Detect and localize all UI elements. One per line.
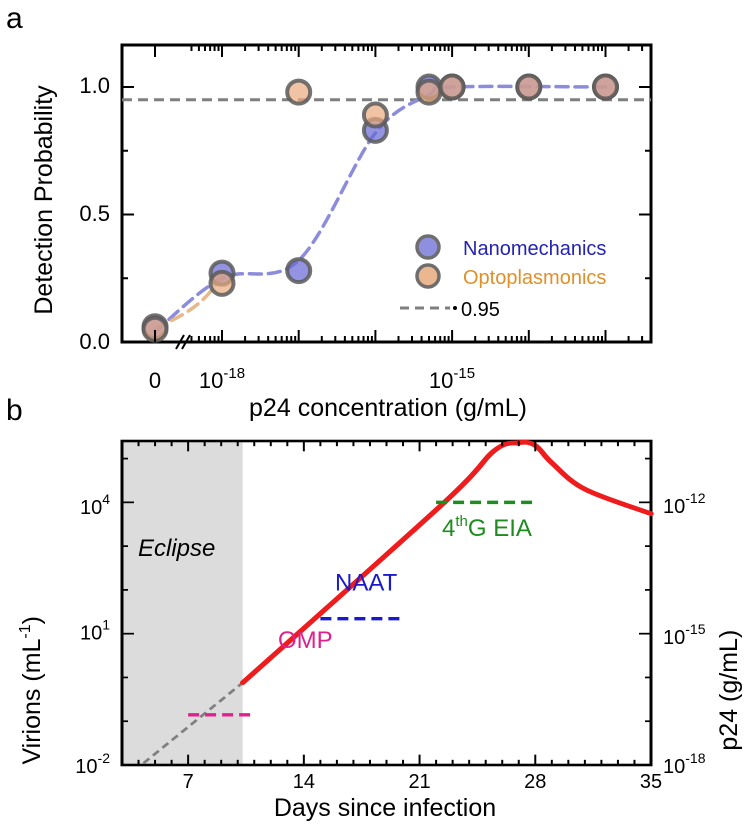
data-point-optoplasmonics-3 [361, 101, 389, 129]
b-left-tick-label-1e1: 101 [80, 617, 110, 645]
legend-label-nanomechanics: Nanomechanics [463, 238, 606, 260]
b-right-1e-18-exp: -18 [685, 750, 705, 766]
panel-a-legend: Nanomechanics Optoplasmonics 0.95 [400, 234, 606, 321]
panel-b-x-tick-labels: 7 14 21 28 35 [183, 771, 663, 793]
test-eia-label: 4thG EIA [442, 513, 532, 542]
legend-marker-nanomechanics [415, 234, 441, 260]
panel-b: Eclipse OMP NAAT 4thG EIA 10-2 101 104 1… [17, 439, 743, 778]
panel-a-y-ticks [122, 86, 651, 343]
b-left-tick-label-1e4: 104 [80, 491, 110, 519]
a-xtick-1e-18-base: 10 [199, 368, 223, 393]
a-xtick-1e-18-exp: -18 [223, 365, 245, 382]
data-point-optoplasmonics-6 [515, 73, 543, 101]
b-xtick-label-7: 7 [183, 771, 194, 793]
b-xtick-label-14: 14 [293, 771, 315, 793]
b-left-ylabel-end: ) [18, 616, 46, 624]
test-eia-label-sup: th [455, 513, 468, 530]
legend-label-threshold: 0.95 [461, 299, 500, 321]
b-left-tick-label-1e-2: 10-2 [75, 750, 110, 778]
test-omp-label: OMP [278, 627, 333, 654]
panel-b-left-y-axis-label: Virions (mL-1) [17, 616, 46, 765]
legend-threshold-dot [453, 306, 457, 310]
viral-load-dashed-line [142, 681, 244, 765]
a-axis-break [181, 334, 191, 350]
data-point-nanomechanics-2 [285, 257, 313, 285]
a-xtick-label-zero: 0 [149, 368, 161, 393]
test-eia-label-text: G EIA [468, 515, 532, 542]
panel-label-a: a [6, 2, 23, 35]
data-point-optoplasmonics-1 [208, 269, 236, 297]
data-point-optoplasmonics-7 [592, 73, 619, 101]
panel-b-right-tick-labels: 10-18 10-15 10-12 [663, 490, 706, 778]
panel-label-b: b [6, 394, 23, 427]
test-eia-label-num: 4 [442, 515, 455, 542]
legend-marker-optoplasmonics [415, 263, 441, 289]
b-left-1e1-base: 10 [80, 623, 102, 645]
b-left-1e-2-base: 10 [75, 756, 97, 778]
a-xtick-1e-15-exp: -15 [453, 365, 475, 382]
b-left-1e4-exp: 4 [102, 491, 110, 507]
b-left-1e-2-exp: -2 [98, 750, 111, 766]
a-xtick-label-1e-18: 10-18 [199, 365, 245, 393]
eclipse-label: Eclipse [138, 535, 215, 562]
panel-b-left-tick-labels: 10-2 101 104 [75, 491, 110, 778]
panel-a-x-tick-labels: 0 10-18 10-15 [149, 365, 475, 393]
panel-b-right-y-axis-label: p24 (g/mL) [715, 630, 743, 751]
b-right-1e-12-exp: -12 [685, 490, 705, 506]
panel-b-y-ticks [122, 457, 651, 766]
panel-a: 0 10-18 10-15 0.0 0.5 1.0 p24 concentrat… [30, 43, 653, 422]
panel-a-data-points [141, 73, 619, 343]
data-point-optoplasmonics-5 [438, 73, 466, 101]
b-right-1e-15-exp: -15 [685, 621, 705, 637]
b-right-1e-12-base: 10 [663, 496, 685, 518]
panel-a-x-axis-label: p24 concentration (g/mL) [249, 394, 527, 422]
a-ytick-label-0: 0.0 [79, 329, 110, 354]
b-xtick-label-21: 21 [408, 771, 430, 793]
panel-a-x-ticks [154, 45, 644, 350]
panel-a-frame [120, 43, 653, 344]
a-ytick-label-1: 1.0 [79, 73, 110, 98]
a-xtick-1e-15-base: 10 [429, 368, 453, 393]
a-ytick-label-0.5: 0.5 [79, 201, 110, 226]
panel-b-x-axis-label: Days since infection [274, 794, 496, 822]
b-right-tick-label-1e-12: 10-12 [663, 490, 706, 518]
data-point-optoplasmonics-2 [285, 78, 313, 106]
b-xtick-label-35: 35 [640, 771, 662, 793]
eclipse-region [122, 440, 243, 765]
b-left-ylabel-sup: -1 [17, 624, 34, 638]
b-left-1e4-base: 10 [80, 497, 102, 519]
b-right-tick-label-1e-15: 10-15 [663, 621, 706, 649]
b-right-1e-18-base: 10 [663, 756, 685, 778]
panel-b-x-ticks [121, 440, 652, 765]
panel-a-y-axis-label: Detection Probability [30, 85, 58, 315]
b-right-tick-label-1e-18: 10-18 [663, 750, 706, 778]
a-xtick-label-1e-15: 10-15 [429, 365, 475, 393]
b-left-1e1-exp: 1 [102, 617, 110, 633]
test-omp-label-text: OMP [278, 627, 333, 654]
test-naat-label: NAAT [335, 569, 398, 596]
b-right-1e-15-base: 10 [663, 627, 685, 649]
a-axis-break [175, 334, 185, 350]
b-left-ylabel-base: Virions (mL [18, 638, 46, 764]
legend-label-optoplasmonics: Optoplasmonics [463, 267, 606, 289]
test-naat-label-text: NAAT [335, 569, 398, 596]
data-point-optoplasmonics-4 [415, 78, 443, 106]
b-xtick-label-28: 28 [524, 771, 546, 793]
panel-a-y-tick-labels: 0.0 0.5 1.0 [79, 73, 110, 354]
